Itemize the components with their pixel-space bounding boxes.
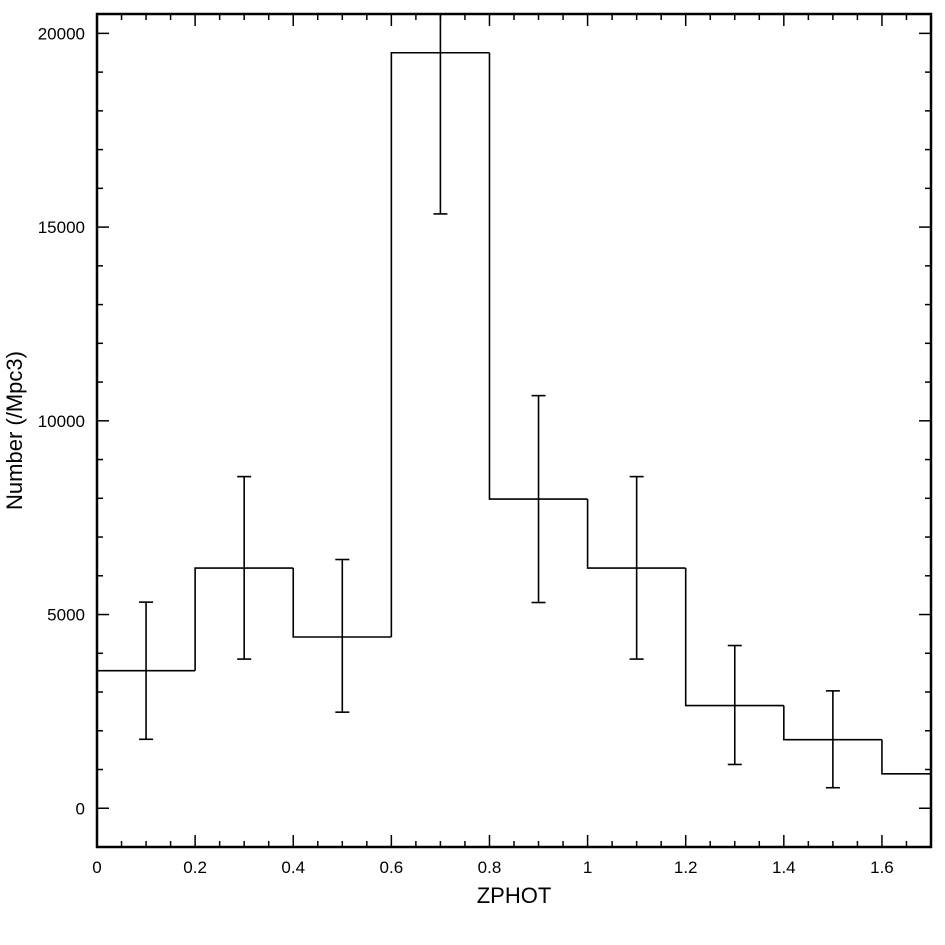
error-bar <box>531 394 546 604</box>
y-tick-label: 0 <box>76 799 85 818</box>
axis-ticks <box>96 14 931 847</box>
y-tick-label: 15000 <box>38 218 85 237</box>
histogram-bar <box>488 52 588 500</box>
x-tick-label: 0 <box>92 858 101 877</box>
y-tick-label: 5000 <box>47 606 85 625</box>
histogram-bar <box>194 567 294 671</box>
histogram-bar <box>292 568 392 638</box>
error-bar <box>433 14 448 215</box>
error-bar <box>237 475 252 660</box>
x-axis-label: ZPHOT <box>477 883 552 908</box>
x-tick-label: 1.4 <box>772 858 796 877</box>
x-tick-label: 0.8 <box>478 858 502 877</box>
x-tick-label: 0.2 <box>183 858 207 877</box>
y-axis-label: Number (/Mpc3) <box>2 351 27 510</box>
y-tick-label: 20000 <box>38 24 85 43</box>
plot-frame <box>95 12 933 849</box>
histogram-bar <box>783 705 882 741</box>
x-tick-label: 1 <box>583 858 592 877</box>
error-bar <box>335 558 350 713</box>
tick-labels: 0 0.2 0.4 0.6 0.8 1 1.2 1.4 1.6 0 5000 10000 15000 20… <box>38 24 894 877</box>
histogram-bar <box>684 568 784 707</box>
histogram-bars <box>96 51 931 847</box>
histogram-bar <box>881 739 931 775</box>
histogram-bar <box>586 499 686 569</box>
x-tick-label: 0.6 <box>380 858 404 877</box>
x-tick-label: 1.2 <box>674 858 698 877</box>
x-tick-label: 0.4 <box>281 858 305 877</box>
error-bars <box>139 14 840 789</box>
x-tick-label: 1.6 <box>870 858 894 877</box>
y-tick-label: 10000 <box>38 412 85 431</box>
error-bar <box>825 690 840 789</box>
error-bar <box>629 475 644 660</box>
error-bar <box>139 601 154 741</box>
error-bar <box>727 644 742 766</box>
histogram-bar <box>390 51 490 638</box>
